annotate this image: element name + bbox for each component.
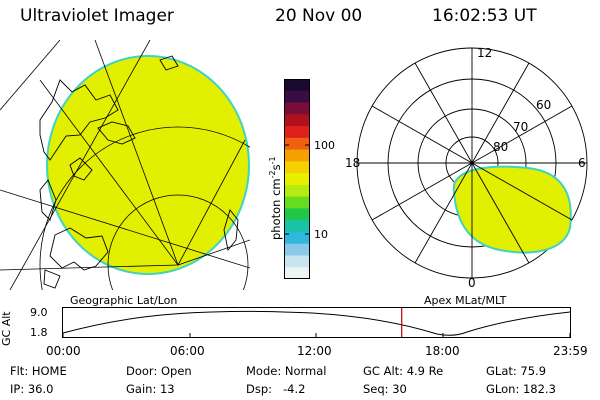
time-tick-1800: 18:00 xyxy=(425,344,460,358)
colorbar-swatch xyxy=(284,173,310,186)
coastlines xyxy=(39,55,239,289)
mlt-label-12: 12 xyxy=(477,46,493,60)
time-tick-0600: 06:00 xyxy=(170,344,205,358)
time-tick-2359: 23:59 xyxy=(553,344,588,358)
altitude-curve xyxy=(62,310,571,336)
info-ip: IP: 36.0 xyxy=(10,382,54,396)
colorbar-swatch xyxy=(284,79,310,92)
info-mode: Mode: Normal xyxy=(246,364,327,378)
altitude-time-plot xyxy=(62,307,571,338)
altitude-tick-high: 9.0 xyxy=(30,306,48,319)
altitude-tick-low: 1.8 xyxy=(30,326,48,339)
colorbar-tick-10: 10 xyxy=(314,228,328,241)
colorbar-swatch xyxy=(284,149,310,162)
auroral-oval-image xyxy=(452,165,572,254)
altitude-axis-label: GC Alt xyxy=(0,311,13,346)
colorbar-swatch xyxy=(284,255,310,268)
apex-caption: Apex MLat/MLT xyxy=(424,294,507,307)
colorbar-swatch xyxy=(284,196,310,210)
uv-auroral-image xyxy=(46,55,250,275)
info-gain: Gain: 13 xyxy=(126,382,175,396)
mlat-label-60: 60 xyxy=(536,98,552,112)
geographic-caption: Geographic Lat/Lon xyxy=(70,294,178,307)
instrument-title: Ultraviolet Imager xyxy=(20,6,174,26)
info-flt: Flt: HOME xyxy=(10,364,67,378)
observation-date: 20 Nov 00 xyxy=(275,6,363,26)
mlt-label-6: 6 xyxy=(578,156,586,170)
colorbar-swatch xyxy=(284,90,310,104)
time-tick-1200: 12:00 xyxy=(297,344,332,358)
colorbar-swatch xyxy=(284,137,310,151)
colorbar-swatch xyxy=(284,220,310,233)
info-dsp: Dsp: -4.2 xyxy=(246,382,306,396)
info-gc-alt: GC Alt: 4.9 Re xyxy=(363,364,444,378)
info-glon: GLon: 182.3 xyxy=(486,382,556,396)
mlt-label-18: 18 xyxy=(345,156,361,170)
colorbar-swatch xyxy=(284,114,310,127)
info-seq: Seq: 30 xyxy=(363,382,407,396)
colorbar-swatch xyxy=(284,243,310,257)
observation-time: 16:02:53 UT xyxy=(432,6,537,26)
info-door: Door: Open xyxy=(126,364,192,378)
time-tick-0000: 00:00 xyxy=(46,344,81,358)
magnetic-polar-plot xyxy=(356,47,588,279)
intensity-colorbar xyxy=(284,79,310,279)
colorbar-swatch xyxy=(284,208,310,221)
colorbar-tick-100: 100 xyxy=(314,139,335,152)
info-glat: GLat: 75.9 xyxy=(486,364,547,378)
colorbar-swatch xyxy=(284,126,310,139)
colorbar-swatch xyxy=(284,184,310,198)
colorbar-unit-label: photon cm-2s-1 xyxy=(268,156,283,240)
colorbar-swatch xyxy=(284,102,310,115)
colorbar-swatch xyxy=(284,161,310,174)
geographic-grid xyxy=(0,40,250,290)
colorbar-swatch xyxy=(284,231,310,245)
mlt-label-0: 0 xyxy=(468,276,476,290)
mlat-label-70: 70 xyxy=(513,120,529,134)
colorbar-swatch xyxy=(284,267,310,279)
geographic-image-panel xyxy=(0,40,250,290)
mlat-label-80: 80 xyxy=(493,140,509,154)
